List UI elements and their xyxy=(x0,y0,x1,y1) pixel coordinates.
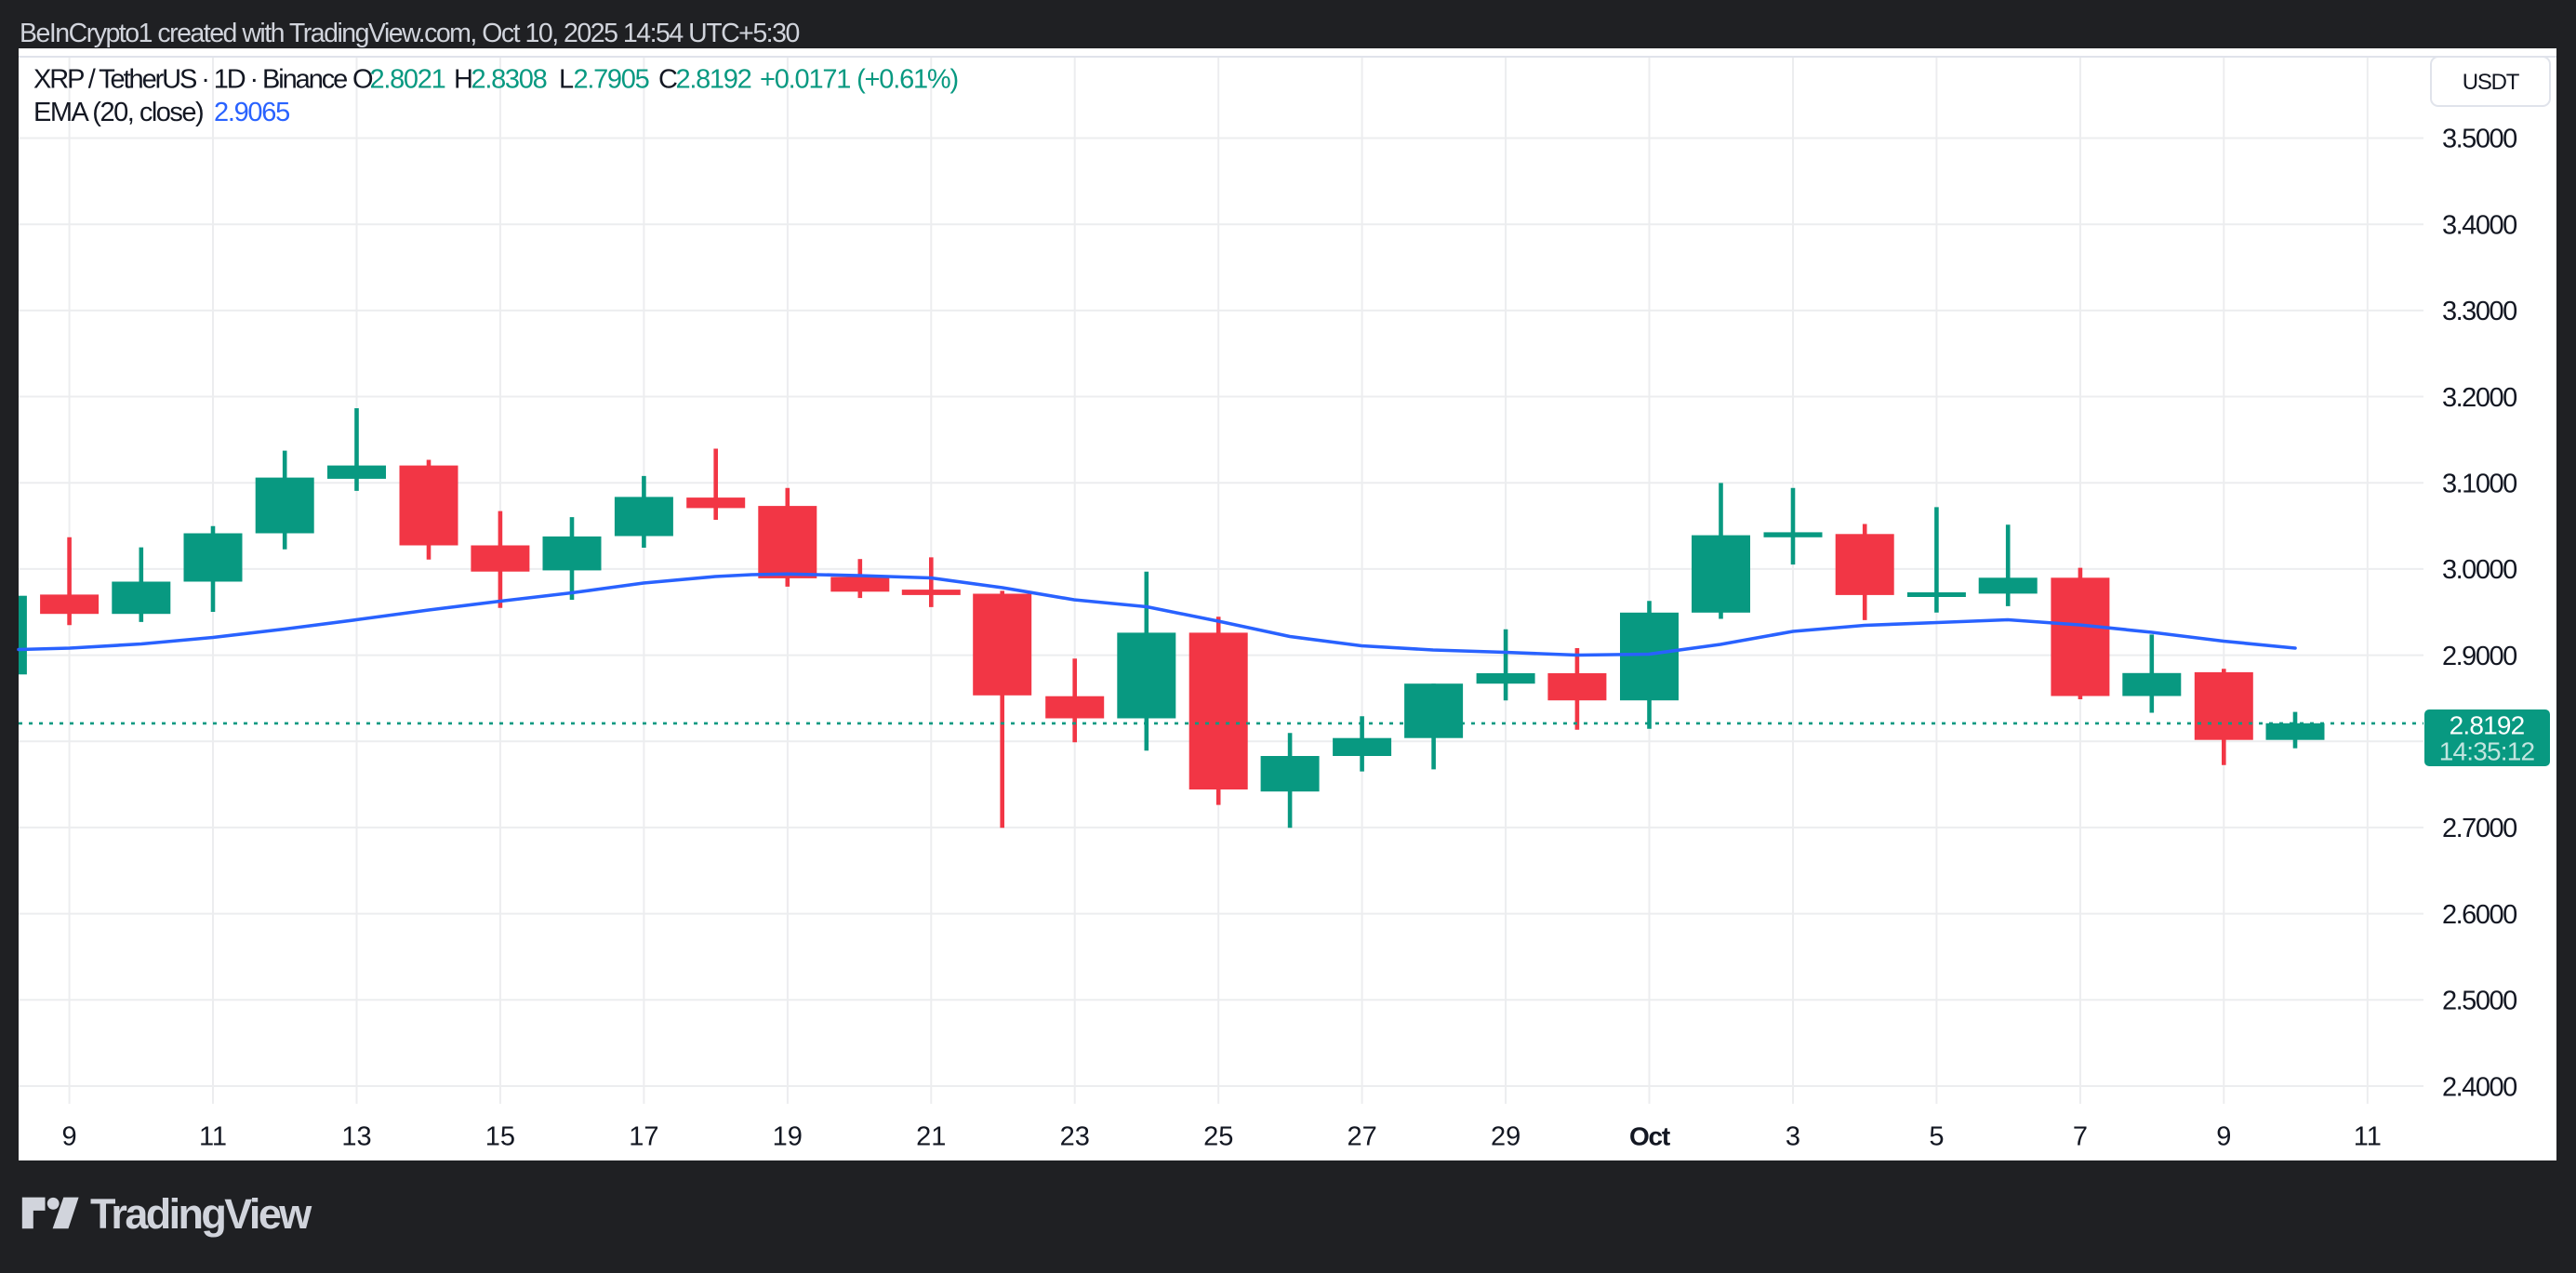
svg-text:19: 19 xyxy=(773,1122,803,1152)
svg-text:2.8021: 2.8021 xyxy=(370,65,445,95)
svg-text:9: 9 xyxy=(62,1122,77,1152)
svg-text:2.9000: 2.9000 xyxy=(2442,642,2516,671)
svg-text:+0.0171 (+0.61%): +0.0171 (+0.61%) xyxy=(760,65,958,95)
svg-text:EMA (20, close): EMA (20, close) xyxy=(33,98,203,127)
svg-text:L: L xyxy=(559,65,574,95)
svg-text:2.6000: 2.6000 xyxy=(2442,900,2516,930)
svg-text:2.9065: 2.9065 xyxy=(214,98,289,127)
svg-text:11: 11 xyxy=(2354,1122,2382,1152)
svg-text:27: 27 xyxy=(1347,1122,1376,1152)
svg-text:Oct: Oct xyxy=(1629,1122,1670,1151)
svg-text:3.4000: 3.4000 xyxy=(2442,210,2516,240)
svg-text:25: 25 xyxy=(1203,1122,1233,1152)
svg-text:5: 5 xyxy=(1929,1122,1944,1152)
svg-text:O: O xyxy=(352,65,373,95)
svg-text:BeInCrypto1 created with Tradi: BeInCrypto1 created with TradingView.com… xyxy=(20,19,799,48)
svg-text:H: H xyxy=(454,65,471,95)
svg-text:11: 11 xyxy=(199,1122,227,1152)
svg-text:15: 15 xyxy=(485,1122,515,1152)
svg-text:3.0000: 3.0000 xyxy=(2442,555,2516,585)
svg-text:21: 21 xyxy=(916,1122,946,1152)
svg-text:2.7905: 2.7905 xyxy=(574,65,649,95)
svg-text:2.4000: 2.4000 xyxy=(2442,1072,2516,1102)
svg-text:XRP / TetherUS · 1D · Binance: XRP / TetherUS · 1D · Binance xyxy=(33,65,347,95)
svg-text:2.8192: 2.8192 xyxy=(2450,711,2525,740)
svg-text:2.7000: 2.7000 xyxy=(2442,814,2516,843)
svg-text:29: 29 xyxy=(1491,1122,1520,1152)
svg-text:3.5000: 3.5000 xyxy=(2442,125,2516,154)
svg-text:7: 7 xyxy=(2073,1122,2088,1152)
svg-text:2.8308: 2.8308 xyxy=(471,65,547,95)
svg-text:17: 17 xyxy=(629,1122,658,1152)
svg-text:2.5000: 2.5000 xyxy=(2442,987,2516,1016)
svg-text:9: 9 xyxy=(2216,1122,2231,1152)
svg-text:2.8192: 2.8192 xyxy=(676,65,751,95)
svg-text:14:35:12: 14:35:12 xyxy=(2439,737,2535,766)
svg-text:C: C xyxy=(658,65,677,95)
svg-text:3.3000: 3.3000 xyxy=(2442,297,2516,326)
svg-text:13: 13 xyxy=(341,1122,371,1152)
svg-text:TradingView: TradingView xyxy=(90,1190,312,1238)
svg-text:USDT: USDT xyxy=(2463,70,2520,95)
svg-text:3.1000: 3.1000 xyxy=(2442,470,2516,499)
svg-text:3: 3 xyxy=(1786,1122,1800,1152)
svg-text:23: 23 xyxy=(1060,1122,1090,1152)
svg-text:3.2000: 3.2000 xyxy=(2442,383,2516,413)
